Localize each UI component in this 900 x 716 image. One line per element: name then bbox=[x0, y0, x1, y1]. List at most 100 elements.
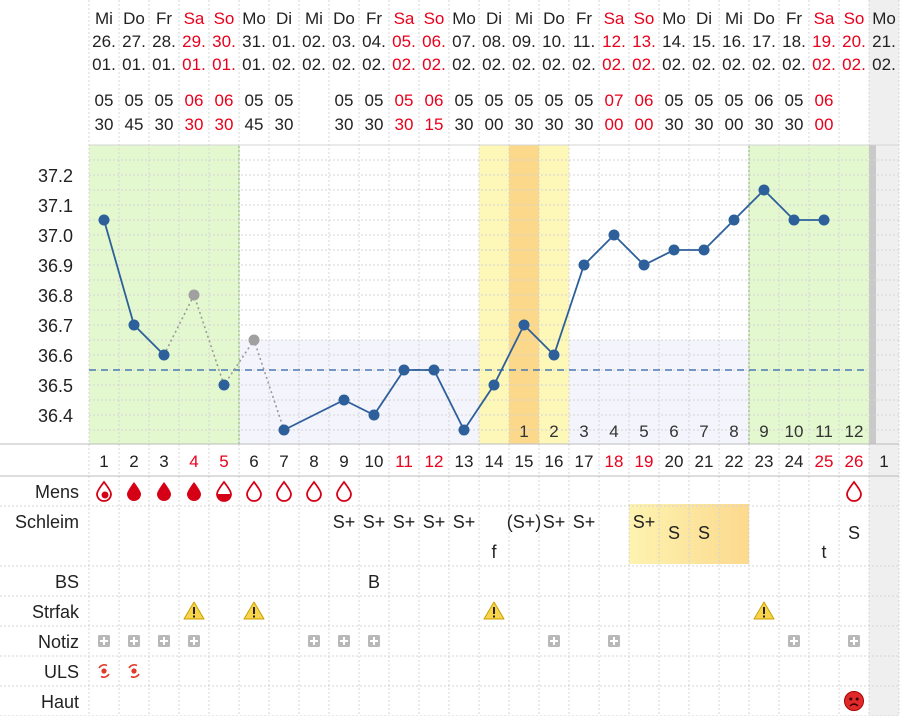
warning-dot bbox=[253, 615, 255, 618]
temperature-point[interactable] bbox=[518, 319, 530, 331]
note-icon[interactable] bbox=[368, 635, 380, 647]
mucus-entry[interactable]: f bbox=[491, 542, 497, 562]
warning-icon[interactable] bbox=[483, 601, 505, 620]
warning-dot bbox=[493, 615, 495, 618]
mucus-entry[interactable]: S+ bbox=[573, 512, 596, 532]
temperature-point[interactable] bbox=[428, 364, 440, 376]
mucus-entry[interactable]: S bbox=[698, 523, 710, 543]
mucus-entry[interactable]: (S+) bbox=[507, 512, 542, 532]
temperature-point[interactable] bbox=[158, 349, 170, 361]
uls-arc bbox=[100, 673, 110, 678]
cervix-entry[interactable]: B bbox=[368, 572, 380, 592]
header-time-hour: 05 bbox=[395, 91, 414, 110]
temperature-point[interactable] bbox=[758, 184, 770, 196]
mucus-entry[interactable]: S+ bbox=[423, 512, 446, 532]
drop-outline-icon[interactable] bbox=[336, 480, 352, 502]
header-time-minute: 30 bbox=[515, 115, 534, 134]
sad-face-icon[interactable] bbox=[844, 691, 864, 711]
drop-outline-icon[interactable] bbox=[276, 480, 292, 502]
temperature-point[interactable] bbox=[278, 424, 290, 436]
header-date: 13. bbox=[632, 32, 656, 51]
uls-dot bbox=[101, 668, 107, 674]
temperature-point[interactable] bbox=[608, 229, 620, 241]
header-date: 12. bbox=[602, 32, 626, 51]
note-icon[interactable] bbox=[338, 635, 350, 647]
warning-icon[interactable] bbox=[183, 601, 205, 620]
mucus-entry[interactable]: S+ bbox=[633, 512, 656, 532]
mucus-entry[interactable]: S+ bbox=[543, 512, 566, 532]
header-month: 02. bbox=[692, 55, 716, 74]
note-icon[interactable] bbox=[848, 635, 860, 647]
temperature-point[interactable] bbox=[668, 244, 680, 256]
y-tick-label: 36.9 bbox=[38, 256, 73, 276]
temperature-point[interactable] bbox=[128, 319, 140, 331]
header-time-minute: 30 bbox=[785, 115, 804, 134]
drop-outline-icon[interactable] bbox=[306, 480, 322, 502]
header-weekday: So bbox=[844, 9, 865, 28]
note-icon[interactable] bbox=[788, 635, 800, 647]
drop-full-icon[interactable] bbox=[187, 482, 201, 501]
temperature-point[interactable] bbox=[218, 379, 230, 391]
header-date: 14. bbox=[662, 32, 686, 51]
cycle-day-number: 21 bbox=[695, 452, 714, 471]
note-icon[interactable] bbox=[308, 635, 320, 647]
warning-dot bbox=[763, 615, 765, 618]
temperature-point[interactable] bbox=[638, 259, 650, 271]
temperature-point[interactable] bbox=[458, 424, 470, 436]
note-icon[interactable] bbox=[548, 635, 560, 647]
header-time-hour: 05 bbox=[245, 91, 264, 110]
temperature-point[interactable] bbox=[338, 394, 350, 406]
cycle-day-number: 13 bbox=[455, 452, 474, 471]
cycle-day-number: 5 bbox=[219, 452, 228, 471]
temperature-point[interactable] bbox=[728, 214, 740, 226]
excluded-temperature-point[interactable] bbox=[248, 334, 260, 346]
header-weekday: So bbox=[214, 9, 235, 28]
header-time-hour: 05 bbox=[155, 91, 174, 110]
header-date: 18. bbox=[782, 32, 806, 51]
drop-spotting-icon[interactable] bbox=[96, 480, 112, 502]
drop-half-icon[interactable] bbox=[216, 480, 232, 502]
mucus-entry[interactable]: S+ bbox=[333, 512, 356, 532]
header-month: 02. bbox=[632, 55, 656, 74]
mucus-entry[interactable]: S+ bbox=[453, 512, 476, 532]
header-month: 01. bbox=[122, 55, 146, 74]
note-icon[interactable] bbox=[98, 635, 110, 647]
ultrasound-icon[interactable] bbox=[98, 664, 110, 678]
warning-icon[interactable] bbox=[753, 601, 775, 620]
mucus-entry[interactable]: S+ bbox=[393, 512, 416, 532]
temperature-point[interactable] bbox=[788, 214, 800, 226]
header-time-minute: 30 bbox=[155, 115, 174, 134]
warning-icon[interactable] bbox=[243, 601, 265, 620]
temperature-point[interactable] bbox=[98, 214, 110, 226]
drop-outline-icon[interactable] bbox=[246, 480, 262, 502]
mucus-entry[interactable]: S bbox=[668, 523, 680, 543]
temperature-point[interactable] bbox=[398, 364, 410, 376]
uls-dot bbox=[131, 668, 137, 674]
temperature-point[interactable] bbox=[488, 379, 500, 391]
y-tick-label: 36.7 bbox=[38, 316, 73, 336]
temperature-point[interactable] bbox=[368, 409, 380, 421]
temperature-point[interactable] bbox=[578, 259, 590, 271]
header-date: 28. bbox=[152, 32, 176, 51]
drop-full-icon[interactable] bbox=[157, 482, 171, 501]
drop-outline-icon[interactable] bbox=[846, 480, 862, 502]
post-ovulation-count: 11 bbox=[815, 422, 833, 441]
row-label-notiz: Notiz bbox=[38, 632, 79, 652]
mucus-entry[interactable]: S+ bbox=[363, 512, 386, 532]
note-icon[interactable] bbox=[158, 635, 170, 647]
note-icon[interactable] bbox=[188, 635, 200, 647]
mucus-entry[interactable]: S bbox=[848, 523, 860, 543]
drop-full-icon[interactable] bbox=[127, 482, 141, 501]
ultrasound-icon[interactable] bbox=[128, 664, 140, 678]
temperature-point[interactable] bbox=[818, 214, 830, 226]
temperature-point[interactable] bbox=[698, 244, 710, 256]
temperature-point[interactable] bbox=[548, 349, 560, 361]
header-weekday: Mi bbox=[305, 9, 323, 28]
note-icon[interactable] bbox=[608, 635, 620, 647]
excluded-temperature-point[interactable] bbox=[188, 289, 200, 301]
mucus-entry[interactable]: t bbox=[821, 542, 826, 562]
drop-shape bbox=[157, 482, 171, 501]
note-icon[interactable] bbox=[128, 635, 140, 647]
header-time-minute: 30 bbox=[455, 115, 474, 134]
header-month: 02. bbox=[542, 55, 566, 74]
